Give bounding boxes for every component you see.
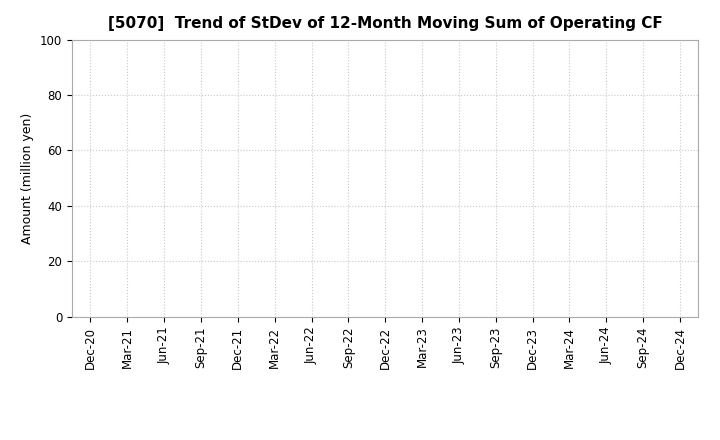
Y-axis label: Amount (million yen): Amount (million yen) [22, 113, 35, 244]
Title: [5070]  Trend of StDev of 12-Month Moving Sum of Operating CF: [5070] Trend of StDev of 12-Month Moving… [108, 16, 662, 32]
